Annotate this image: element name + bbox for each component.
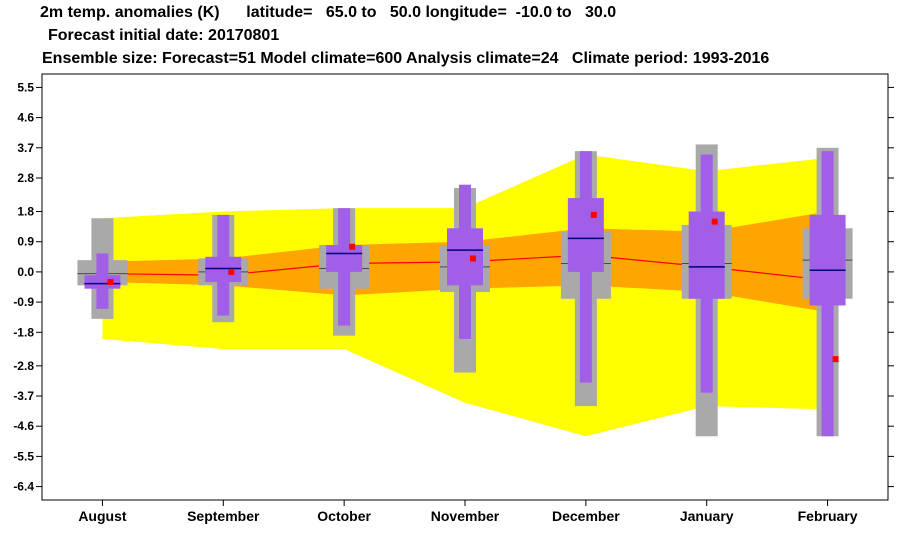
forecast-box: [205, 256, 242, 282]
y-tick-label: -1.8: [13, 325, 34, 339]
y-tick-label: -5.5: [13, 449, 34, 463]
forecast-box: [567, 198, 604, 272]
forecast-box: [326, 245, 363, 272]
forecast-box: [84, 275, 121, 289]
y-tick-label: -3.7: [13, 389, 34, 403]
y-tick-label: 4.6: [17, 111, 34, 125]
observed-point: [349, 243, 356, 250]
forecast-box: [688, 211, 725, 299]
y-tick-label: -4.6: [13, 419, 34, 433]
forecast-box: [809, 214, 846, 306]
observed-point: [228, 268, 235, 275]
chart-header: 2m temp. anomalies (K) latitude= 65.0 to…: [0, 0, 902, 72]
y-tick-label: 5.5: [17, 80, 34, 94]
x-tick-label: November: [431, 508, 500, 524]
x-tick-label: August: [78, 508, 127, 524]
chart-title: 2m temp. anomalies (K) latitude= 65.0 to…: [40, 4, 617, 21]
y-tick-label: -6.4: [13, 480, 34, 494]
y-tick-label: 2.8: [17, 171, 34, 185]
x-tick-label: September: [187, 508, 260, 524]
y-tick-label: -2.8: [13, 359, 34, 373]
y-tick-label: 3.7: [17, 141, 34, 155]
observed-point: [711, 218, 718, 225]
ensemble-info-label: Ensemble size: Forecast=51 Model climate…: [42, 50, 770, 67]
x-tick-label: October: [317, 508, 371, 524]
x-tick-label: December: [552, 508, 620, 524]
observed-point: [832, 356, 839, 363]
observed-point: [590, 211, 597, 218]
forecast-date-label: Forecast initial date: 20170801: [48, 27, 280, 44]
observed-point: [107, 278, 114, 285]
y-tick-label: 1.8: [17, 205, 34, 219]
observed-point: [470, 255, 476, 262]
y-tick-label: -0.9: [13, 295, 34, 309]
x-tick-label: January: [680, 508, 734, 524]
y-tick-label: 0.9: [17, 235, 34, 249]
forecast-box: [447, 228, 483, 286]
x-tick-label: February: [798, 508, 858, 524]
y-tick-label: 0.0: [17, 265, 34, 279]
